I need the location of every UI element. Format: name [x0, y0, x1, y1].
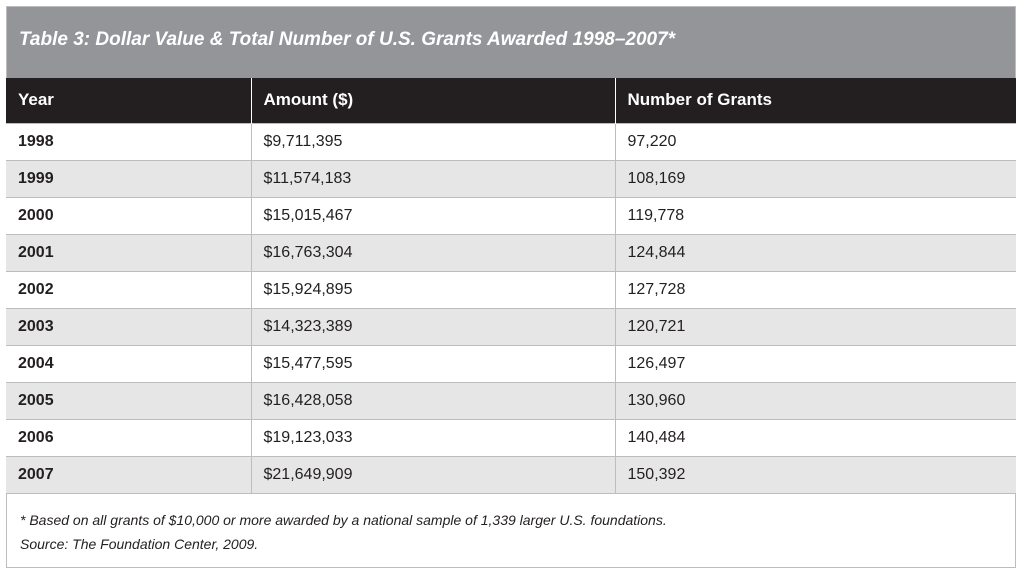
table-body: 1998 $9,711,395 97,220 1999 $11,574,183 108,1… — [6, 122, 1016, 493]
table-row: 2007 $21,649,909 150,392 — [6, 455, 1016, 493]
table-row: 2002 $15,924,895 127,728 — [6, 270, 1016, 308]
table-row: 2001 $16,763,304 124,844 — [6, 233, 1016, 271]
cell-year: 1998 — [6, 122, 252, 160]
cell-amount: $9,711,395 — [251, 122, 616, 160]
cell-number-of-grants: 108,169 — [615, 159, 1016, 197]
cell-number-of-grants: 124,844 — [615, 233, 1016, 271]
cell-number-of-grants: 126,497 — [615, 344, 1016, 382]
cell-amount: $15,477,595 — [251, 344, 616, 382]
cell-number-of-grants: 97,220 — [615, 122, 1016, 160]
cell-amount: $14,323,389 — [251, 307, 616, 345]
footnote: * Based on all grants of $10,000 or more… — [20, 512, 667, 528]
cell-amount: $15,924,895 — [251, 270, 616, 308]
cell-number-of-grants: 127,728 — [615, 270, 1016, 308]
cell-amount: $16,428,058 — [251, 381, 616, 419]
table-row: 1998 $9,711,395 97,220 — [6, 122, 1016, 160]
cell-number-of-grants: 150,392 — [615, 455, 1016, 493]
cell-year: 2002 — [6, 270, 252, 308]
cell-year: 2006 — [6, 418, 252, 456]
cell-amount: $11,574,183 — [251, 159, 616, 197]
table-frame: Table 3: Dollar Value & Total Number of … — [6, 6, 1016, 568]
table-row: 1999 $11,574,183 108,169 — [6, 159, 1016, 197]
table-row: 2006 $19,123,033 140,484 — [6, 418, 1016, 456]
cell-year: 2003 — [6, 307, 252, 345]
cell-year: 1999 — [6, 159, 252, 197]
cell-amount: $21,649,909 — [251, 455, 616, 493]
table-row: 2003 $14,323,389 120,721 — [6, 307, 1016, 345]
cell-year: 2004 — [6, 344, 252, 382]
cell-amount: $19,123,033 — [251, 418, 616, 456]
table-row: 2004 $15,477,595 126,497 — [6, 344, 1016, 382]
cell-number-of-grants: 120,721 — [615, 307, 1016, 345]
cell-amount: $16,763,304 — [251, 233, 616, 271]
cell-year: 2005 — [6, 381, 252, 419]
header-row: Year Amount ($) Number of Grants — [6, 78, 1016, 123]
header-year: Year — [6, 78, 252, 123]
cell-year: 2001 — [6, 233, 252, 271]
source-note: Source: The Foundation Center, 2009. — [20, 536, 259, 552]
grants-table: Year Amount ($) Number of Grants 1998 $9,… — [6, 78, 1016, 493]
header-amount: Amount ($) — [251, 78, 616, 123]
table-title: Table 3: Dollar Value & Total Number of … — [7, 7, 1015, 78]
cell-amount: $15,015,467 — [251, 196, 616, 234]
header-number-of-grants: Number of Grants — [627, 90, 773, 110]
table-footer: * Based on all grants of $10,000 or more… — [7, 493, 1015, 556]
table-row: 2000 $15,015,467 119,778 — [6, 196, 1016, 234]
cell-year: 2007 — [6, 455, 252, 493]
cell-year: 2000 — [6, 196, 252, 234]
cell-number-of-grants: 140,484 — [615, 418, 1016, 456]
cell-number-of-grants: 119,778 — [615, 196, 1016, 234]
cell-number-of-grants: 130,960 — [615, 381, 1016, 419]
table-row: 2005 $16,428,058 130,960 — [6, 381, 1016, 419]
